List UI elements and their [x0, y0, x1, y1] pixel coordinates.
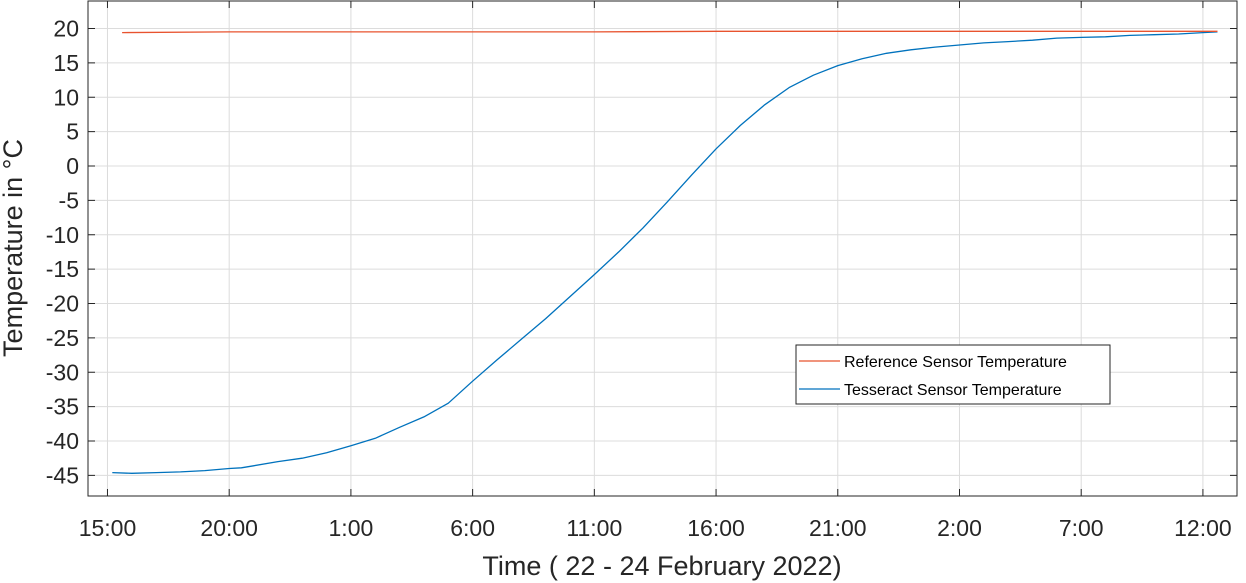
y-tick-label: 5: [66, 119, 79, 145]
x-tick-label: 7:00: [1059, 515, 1104, 541]
y-tick-label: -25: [46, 325, 79, 351]
series-line-reference: [122, 30, 1218, 34]
x-tick-label: 11:00: [566, 515, 622, 541]
y-tick-label: 15: [53, 50, 79, 76]
y-tick-label: -10: [46, 222, 79, 248]
y-tick-label: -30: [46, 359, 79, 385]
legend-box: [795, 344, 1111, 405]
x-tick-label: 1:00: [329, 515, 374, 541]
plot-frame: [87, 0, 1238, 497]
y-tick-label: -40: [46, 428, 79, 454]
y-tick-label: -35: [46, 394, 79, 420]
legend: Reference Sensor Temperature Tesseract S…: [795, 344, 1111, 405]
ticks: [88, 1, 1237, 496]
series-line-tesseract: [112, 31, 1218, 474]
plot-area: [88, 1, 1237, 496]
x-tick-label: 12:00: [1174, 515, 1232, 541]
x-tick-label: 20:00: [200, 515, 258, 541]
y-tick-label: 20: [53, 16, 79, 42]
y-axis-title: Temperature in °C: [0, 139, 28, 357]
y-tick-label: -15: [46, 256, 79, 282]
y-tick-labels: -45 -40 -35 -30 -25 -20 -15 -10 -5 0 5 10 15 20: [46, 16, 79, 489]
y-tick-label: 0: [66, 153, 79, 179]
legend-label-reference: Reference Sensor Temperature: [844, 354, 1067, 371]
x-tick-label: 16:00: [687, 515, 745, 541]
y-tick-label: -45: [46, 462, 79, 488]
x-tick-label: 2:00: [937, 515, 982, 541]
legend-label-tesseract: Tesseract Sensor Temperature: [844, 382, 1062, 399]
y-tick-label: 10: [53, 84, 79, 110]
x-tick-label: 6:00: [450, 515, 495, 541]
series-lines: [112, 30, 1218, 474]
x-axis-title: Time ( 22 - 24 February 2022): [482, 551, 841, 581]
x-tick-label: 15:00: [79, 515, 137, 541]
x-tick-labels: 15:00 20:00 1:00 6:00 11:00 16:00 21:00 2:00 7:0…: [79, 515, 1232, 541]
x-tick-label: 21:00: [809, 515, 867, 541]
y-tick-label: -5: [59, 187, 79, 213]
y-tick-label: -20: [46, 291, 79, 317]
